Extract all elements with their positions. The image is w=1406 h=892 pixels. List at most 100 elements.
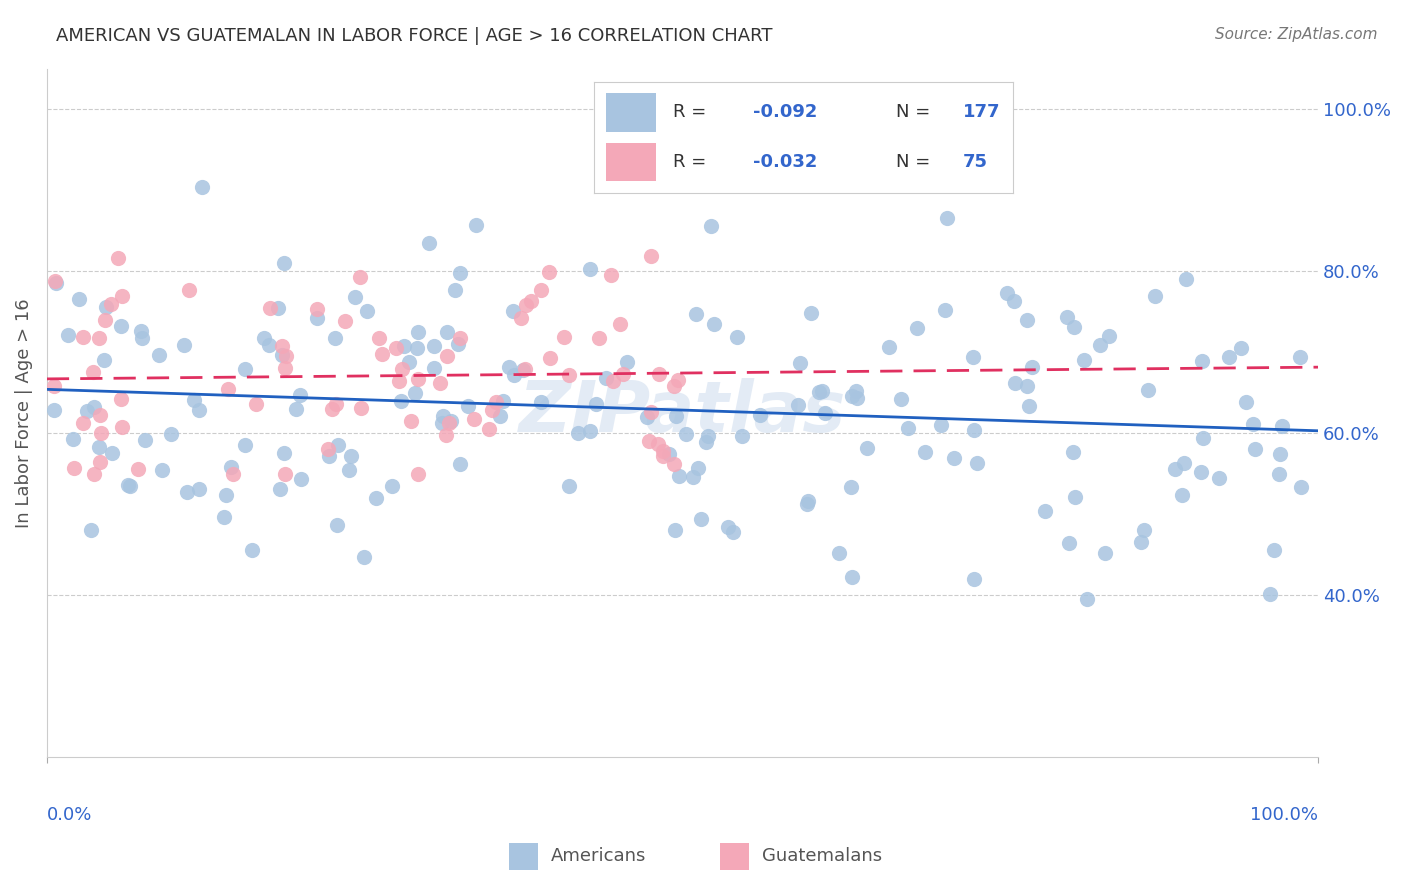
Point	[271, 339, 294, 353]
Point	[579, 425, 602, 439]
Point	[579, 262, 602, 277]
Point	[188, 402, 211, 417]
Point	[962, 350, 984, 364]
FancyBboxPatch shape	[720, 843, 749, 870]
Point	[890, 392, 912, 406]
Point	[595, 371, 617, 385]
Point	[1289, 351, 1312, 365]
Point	[83, 400, 105, 414]
Point	[273, 446, 295, 460]
Point	[391, 362, 413, 376]
Point	[83, 467, 105, 481]
Point	[212, 509, 235, 524]
Point	[789, 356, 811, 370]
Point	[218, 382, 240, 396]
Point	[325, 518, 347, 533]
FancyBboxPatch shape	[509, 843, 538, 870]
Point	[934, 302, 956, 317]
Point	[349, 270, 371, 285]
Point	[616, 355, 638, 369]
Point	[966, 456, 988, 470]
Point	[117, 477, 139, 491]
Y-axis label: In Labor Force | Age > 16: In Labor Force | Age > 16	[15, 298, 32, 528]
Point	[305, 301, 328, 316]
Point	[270, 348, 292, 362]
Point	[176, 485, 198, 500]
Point	[1191, 354, 1213, 368]
Point	[1017, 313, 1039, 327]
Point	[222, 467, 245, 481]
Point	[1056, 310, 1078, 324]
Point	[45, 277, 67, 291]
Point	[856, 441, 879, 455]
Point	[72, 416, 94, 430]
Point	[800, 306, 823, 320]
Point	[1133, 523, 1156, 537]
Point	[553, 330, 575, 344]
Point	[502, 303, 524, 318]
Point	[79, 523, 101, 537]
Point	[725, 329, 748, 343]
Point	[682, 470, 704, 484]
Point	[498, 359, 520, 374]
Point	[1189, 465, 1212, 479]
Point	[422, 361, 444, 376]
Point	[90, 425, 112, 440]
Point	[404, 385, 426, 400]
Point	[110, 319, 132, 334]
Point	[731, 429, 754, 443]
Point	[929, 417, 952, 432]
Point	[1192, 431, 1215, 445]
Point	[665, 409, 688, 424]
Point	[1004, 376, 1026, 390]
Point	[389, 394, 412, 409]
Point	[1018, 399, 1040, 413]
Point	[129, 324, 152, 338]
Point	[337, 463, 360, 477]
Point	[323, 331, 346, 345]
Point	[845, 384, 868, 398]
Point	[1094, 546, 1116, 560]
Point	[437, 416, 460, 430]
Text: 100.0%: 100.0%	[1250, 805, 1319, 823]
Point	[371, 347, 394, 361]
Point	[423, 339, 446, 353]
Point	[1244, 442, 1267, 457]
Point	[191, 180, 214, 194]
Point	[432, 416, 454, 430]
Point	[877, 340, 900, 354]
Point	[316, 442, 339, 456]
Point	[503, 368, 526, 382]
Text: Americans: Americans	[551, 847, 647, 865]
Point	[245, 397, 267, 411]
Point	[408, 372, 430, 386]
Point	[463, 412, 485, 426]
Point	[183, 392, 205, 407]
Point	[485, 395, 508, 409]
Point	[721, 524, 744, 539]
Point	[1015, 378, 1038, 392]
Point	[110, 420, 132, 434]
Point	[44, 274, 66, 288]
Point	[1002, 293, 1025, 308]
Point	[1073, 352, 1095, 367]
Point	[814, 406, 837, 420]
Point	[585, 397, 607, 411]
Point	[350, 401, 373, 415]
Point	[1170, 488, 1192, 502]
Point	[600, 268, 623, 283]
Point	[686, 461, 709, 475]
Point	[1021, 359, 1043, 374]
Point	[1173, 456, 1195, 470]
Point	[703, 317, 725, 331]
Point	[689, 512, 711, 526]
Point	[1062, 445, 1084, 459]
Point	[640, 405, 662, 419]
Point	[1098, 329, 1121, 343]
Point	[557, 479, 579, 493]
Point	[666, 373, 689, 387]
Point	[76, 404, 98, 418]
Point	[638, 434, 661, 449]
Point	[326, 438, 349, 452]
Point	[356, 304, 378, 318]
